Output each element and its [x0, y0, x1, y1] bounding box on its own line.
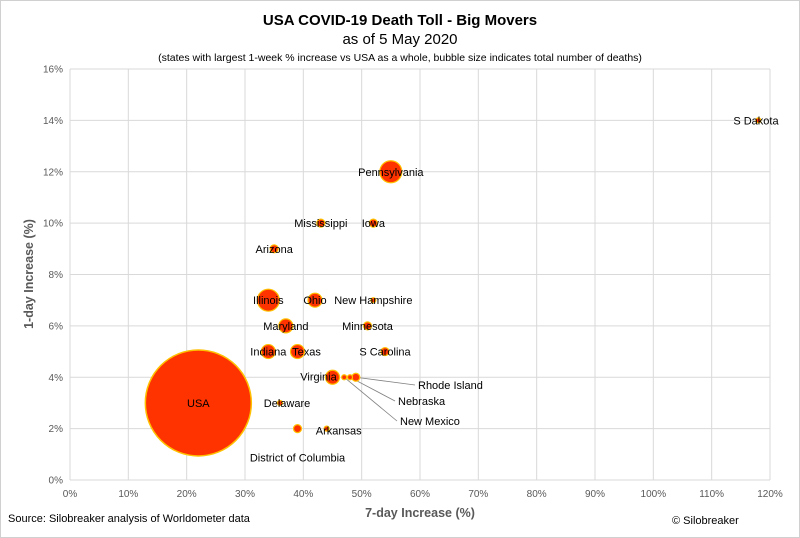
point-label-delaware: Delaware: [264, 398, 310, 410]
x-tick-label: 20%: [177, 489, 197, 500]
x-tick-label: 50%: [352, 489, 372, 500]
point-label-maryland: Maryland: [263, 321, 308, 333]
bubble-district-of-columbia: [292, 424, 303, 434]
y-tick-label: 8%: [49, 270, 64, 281]
y-tick-label: 0%: [49, 476, 64, 487]
point-label-iowa: Iowa: [362, 218, 386, 230]
bubble-usa: [144, 349, 253, 457]
point-label-pennsylvania: Pennsylvania: [358, 167, 424, 179]
y-tick-label: 12%: [43, 167, 63, 178]
x-tick-label: 30%: [235, 489, 255, 500]
bubble-new-hampshire: [370, 297, 377, 304]
y-tick-label: 10%: [43, 219, 63, 230]
bubble-new-mexico: [341, 374, 348, 381]
point-label-ohio: Ohio: [303, 295, 326, 307]
bubble-ohio: [307, 292, 323, 308]
point-label-s-carolina: S Carolina: [359, 347, 411, 359]
point-label-texas: Texas: [292, 347, 321, 359]
point-label-arizona: Arizona: [256, 244, 294, 256]
x-tick-label: 120%: [757, 489, 783, 500]
source-note: Source: Silobreaker analysis of Worldome…: [8, 513, 250, 525]
bubble-illinois: [256, 288, 280, 312]
bubble-iowa: [368, 218, 378, 228]
bubbles: [144, 117, 762, 457]
point-labels: USA S Dakota Pennsylvania Mississippi Iowa Ar…: [187, 115, 779, 464]
x-tick-label: 70%: [468, 489, 488, 500]
point-label-nebraska: Nebraska: [398, 396, 446, 408]
chart-subtitle: as of 5 May 2020: [342, 31, 458, 48]
x-tick-label: 10%: [118, 489, 138, 500]
bubble-arkansas: [323, 425, 330, 432]
x-tick-label: 60%: [410, 489, 430, 500]
grid-lines: [69, 68, 771, 481]
point-label-s-dakota: S Dakota: [733, 115, 779, 127]
x-tick-labels: 0% 10% 20% 30% 40% 50% 60% 70% 80% 90% 100% 110% 120…: [63, 489, 783, 500]
point-label-minnesota: Minnesota: [342, 321, 394, 333]
point-label-indiana: Indiana: [250, 347, 287, 359]
x-tick-label: 0%: [63, 489, 78, 500]
copyright-note: © Silobreaker: [672, 515, 739, 527]
bubble-mississippi: [316, 218, 326, 228]
point-label-virginia: Virginia: [300, 371, 337, 383]
bubble-minnesota: [362, 321, 373, 331]
chart-title: USA COVID-19 Death Toll - Big Movers: [262, 12, 538, 29]
leader-line-new-mexico: [343, 376, 398, 422]
y-tick-label: 4%: [49, 373, 64, 384]
bubble-maryland: [278, 318, 294, 334]
y-tick-label: 6%: [49, 321, 64, 332]
x-tick-label: 90%: [585, 489, 605, 500]
point-label-rhode-island: Rhode Island: [418, 380, 483, 392]
y-tick-label: 14%: [43, 116, 63, 127]
x-axis-label: 7-day Increase (%): [365, 506, 475, 520]
y-axis-label: 1-day Increase (%): [22, 219, 36, 329]
point-label-new-hampshire: New Hampshire: [334, 295, 412, 307]
point-label-usa: USA: [187, 398, 210, 410]
bubble-pennsylvania: [379, 160, 403, 184]
leader-line-rhode-island: [355, 376, 416, 386]
bubble-indiana: [260, 343, 276, 360]
point-label-new-mexico: New Mexico: [400, 416, 460, 428]
point-label-district-of-columbia: District of Columbia: [250, 453, 346, 465]
x-tick-label: 100%: [641, 489, 667, 500]
point-label-illinois: Illinois: [253, 295, 284, 307]
bubble-s-dakota: [755, 117, 762, 124]
x-tick-label: 40%: [293, 489, 313, 500]
y-tick-label: 16%: [43, 65, 63, 76]
y-tick-label: 2%: [49, 424, 64, 435]
bubble-arizona: [269, 244, 279, 254]
y-tick-labels: 0% 2% 4% 6% 8% 10% 12% 14% 16%: [43, 65, 63, 487]
point-label-mississippi: Mississippi: [294, 218, 347, 230]
chart-note: (states with largest 1-week % increase v…: [158, 52, 642, 64]
bubble-nebraska: [346, 374, 354, 381]
x-tick-label: 80%: [527, 489, 547, 500]
point-label-arkansas: Arkansas: [316, 426, 362, 438]
x-tick-label: 110%: [699, 489, 724, 500]
bubble-texas: [289, 343, 306, 360]
bubble-delaware: [276, 399, 284, 407]
bubble-virginia: [324, 369, 341, 385]
bubble-s-carolina: [380, 346, 390, 357]
